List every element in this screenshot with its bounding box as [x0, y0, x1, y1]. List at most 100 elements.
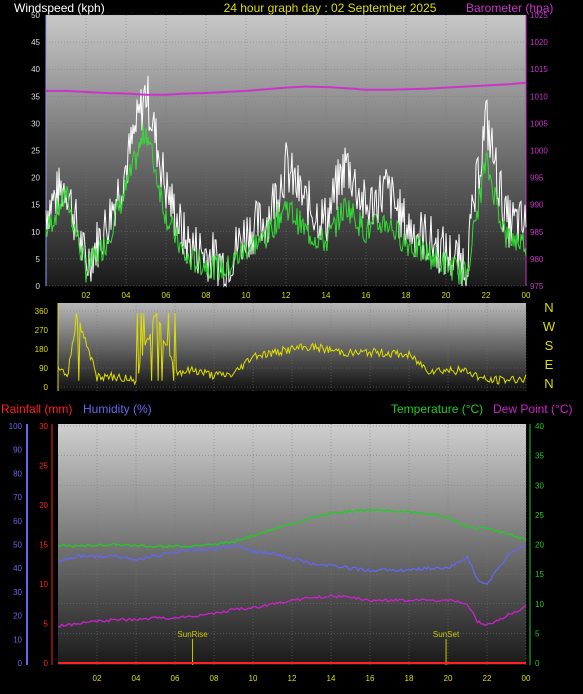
rainfall-axis-title: Rainfall (mm) — [1, 402, 72, 416]
humidity-y-tick-label: 90 — [13, 446, 22, 455]
wind-panel-axes: 0510152025303540455097598098599099510001… — [31, 11, 548, 300]
rainfall-y-tick-label: 25 — [39, 462, 48, 471]
direction-y-tick-label: 0 — [44, 383, 49, 392]
compass-label: W — [543, 319, 556, 334]
temp-panel-series: SunRise SunSet — [57, 508, 527, 665]
wind-y-tick-label: 10 — [31, 228, 40, 237]
direction-y-tick-label: 360 — [35, 307, 49, 316]
rainfall-y-tick-label: 20 — [39, 501, 48, 510]
temp-x-tick-label: 18 — [405, 674, 414, 683]
wind-y-tick-label: 45 — [31, 38, 40, 47]
sun-event-label: SunSet — [433, 630, 460, 639]
temp-panel-axes: 0 5 10 15 20 25 30 35 40 0 10 20 30 40 50 60 70 80 90 100 0 5… — [9, 422, 545, 683]
humidity-y-tick-label: 50 — [13, 541, 22, 550]
temp-x-tick-label: 06 — [171, 674, 180, 683]
compass-label: N — [544, 376, 553, 391]
wind-y-tick-label: 25 — [31, 147, 40, 156]
barometer-y-tick-label: 1000 — [530, 147, 548, 156]
graph-title: 24 hour graph day : 02 September 2025 — [224, 1, 437, 15]
humidity-y-tick-label: 0 — [18, 659, 23, 668]
wind-y-tick-label: 20 — [31, 174, 40, 183]
direction-panel-series — [57, 312, 527, 386]
temperature-y-tick-label: 5 — [535, 629, 540, 638]
humidity-y-tick-label: 40 — [13, 564, 22, 573]
dewpoint-series — [57, 593, 527, 628]
wind-average-series — [45, 124, 527, 285]
wind-x-tick-label: 06 — [162, 291, 171, 300]
temperature-y-tick-label: 20 — [535, 541, 544, 550]
temp-x-tick-label: 12 — [288, 674, 297, 683]
wind-y-tick-label: 30 — [31, 119, 40, 128]
temperature-y-tick-label: 25 — [535, 511, 544, 520]
temp-x-tick-label: 00 — [522, 674, 531, 683]
windspeed-axis-title: Windspeed (kph) — [14, 1, 105, 15]
humidity-y-tick-label: 20 — [13, 612, 22, 621]
temp-x-tick-label: 20 — [444, 674, 453, 683]
humidity-axis-title: Humidity (%) — [83, 402, 152, 416]
humidity-y-tick-label: 70 — [13, 493, 22, 502]
barometer-y-tick-label: 980 — [530, 255, 544, 264]
humidity-y-tick-label: 80 — [13, 469, 22, 478]
barometer-y-tick-label: 1025 — [530, 11, 548, 20]
wind-x-tick-label: 22 — [482, 291, 491, 300]
barometer-series — [46, 81, 527, 96]
wind-x-tick-label: 00 — [522, 291, 531, 300]
direction-y-tick-label: 90 — [39, 364, 48, 373]
rainfall-y-tick-label: 10 — [39, 580, 48, 589]
wind-x-tick-label: 08 — [202, 291, 211, 300]
direction-panel-grid — [58, 303, 527, 391]
wind-x-tick-label: 12 — [282, 291, 291, 300]
temperature-series — [57, 508, 527, 549]
temp-x-tick-label: 14 — [327, 674, 336, 683]
barometer-axis-title: Barometer (hpa) — [466, 1, 553, 15]
barometer-y-tick-label: 975 — [530, 282, 544, 291]
wind-x-tick-label: 20 — [442, 291, 451, 300]
barometer-y-tick-label: 1010 — [530, 92, 548, 101]
direction-y-tick-label: 270 — [35, 326, 49, 335]
wind-x-tick-label: 18 — [402, 291, 411, 300]
sun-event-label: SunRise — [177, 630, 208, 639]
rainfall-y-tick-label: 15 — [39, 541, 48, 550]
temp-x-tick-label: 04 — [132, 674, 141, 683]
temp-x-tick-label: 08 — [210, 674, 219, 683]
compass-label: N — [544, 300, 553, 315]
temperature-y-tick-label: 0 — [535, 659, 540, 668]
humidity-y-tick-label: 60 — [13, 517, 22, 526]
wind-panel-grid — [46, 14, 527, 287]
temperature-axis-title: Temperature (°C) — [391, 402, 483, 416]
temp-x-tick-label: 16 — [366, 674, 375, 683]
wind-panel-series — [45, 75, 527, 288]
compass-label: S — [545, 338, 554, 353]
wind-x-tick-label: 02 — [82, 291, 91, 300]
humidity-y-tick-label: 100 — [9, 422, 23, 431]
barometer-y-tick-label: 985 — [530, 228, 544, 237]
wind-y-tick-label: 5 — [36, 255, 41, 264]
direction-panel-background — [58, 303, 526, 391]
rainfall-y-tick-label: 0 — [44, 659, 49, 668]
humidity-series — [57, 544, 527, 586]
compass-label: E — [545, 357, 554, 372]
humidity-y-tick-label: 30 — [13, 588, 22, 597]
barometer-y-tick-label: 1015 — [530, 65, 548, 74]
temperature-y-tick-label: 15 — [535, 570, 544, 579]
temp-x-tick-label: 10 — [249, 674, 258, 683]
wind-x-tick-label: 14 — [322, 291, 331, 300]
wind-x-tick-label: 16 — [362, 291, 371, 300]
rainfall-y-tick-label: 30 — [39, 422, 48, 431]
wind-x-tick-label: 10 — [242, 291, 251, 300]
temperature-y-tick-label: 35 — [535, 452, 544, 461]
wind-x-tick-label: 04 — [122, 291, 131, 300]
temp-x-tick-label: 02 — [93, 674, 102, 683]
temperature-y-tick-label: 40 — [535, 422, 544, 431]
wind-y-tick-label: 50 — [31, 11, 40, 20]
barometer-y-tick-label: 1020 — [530, 38, 548, 47]
temp-panel-grid — [58, 424, 527, 665]
wind-y-tick-label: 35 — [31, 92, 40, 101]
barometer-y-tick-label: 990 — [530, 201, 544, 210]
direction-y-tick-label: 180 — [35, 345, 49, 354]
wind-gust-series — [45, 75, 527, 288]
temperature-y-tick-label: 30 — [535, 481, 544, 490]
rainfall-y-tick-label: 5 — [44, 620, 49, 629]
